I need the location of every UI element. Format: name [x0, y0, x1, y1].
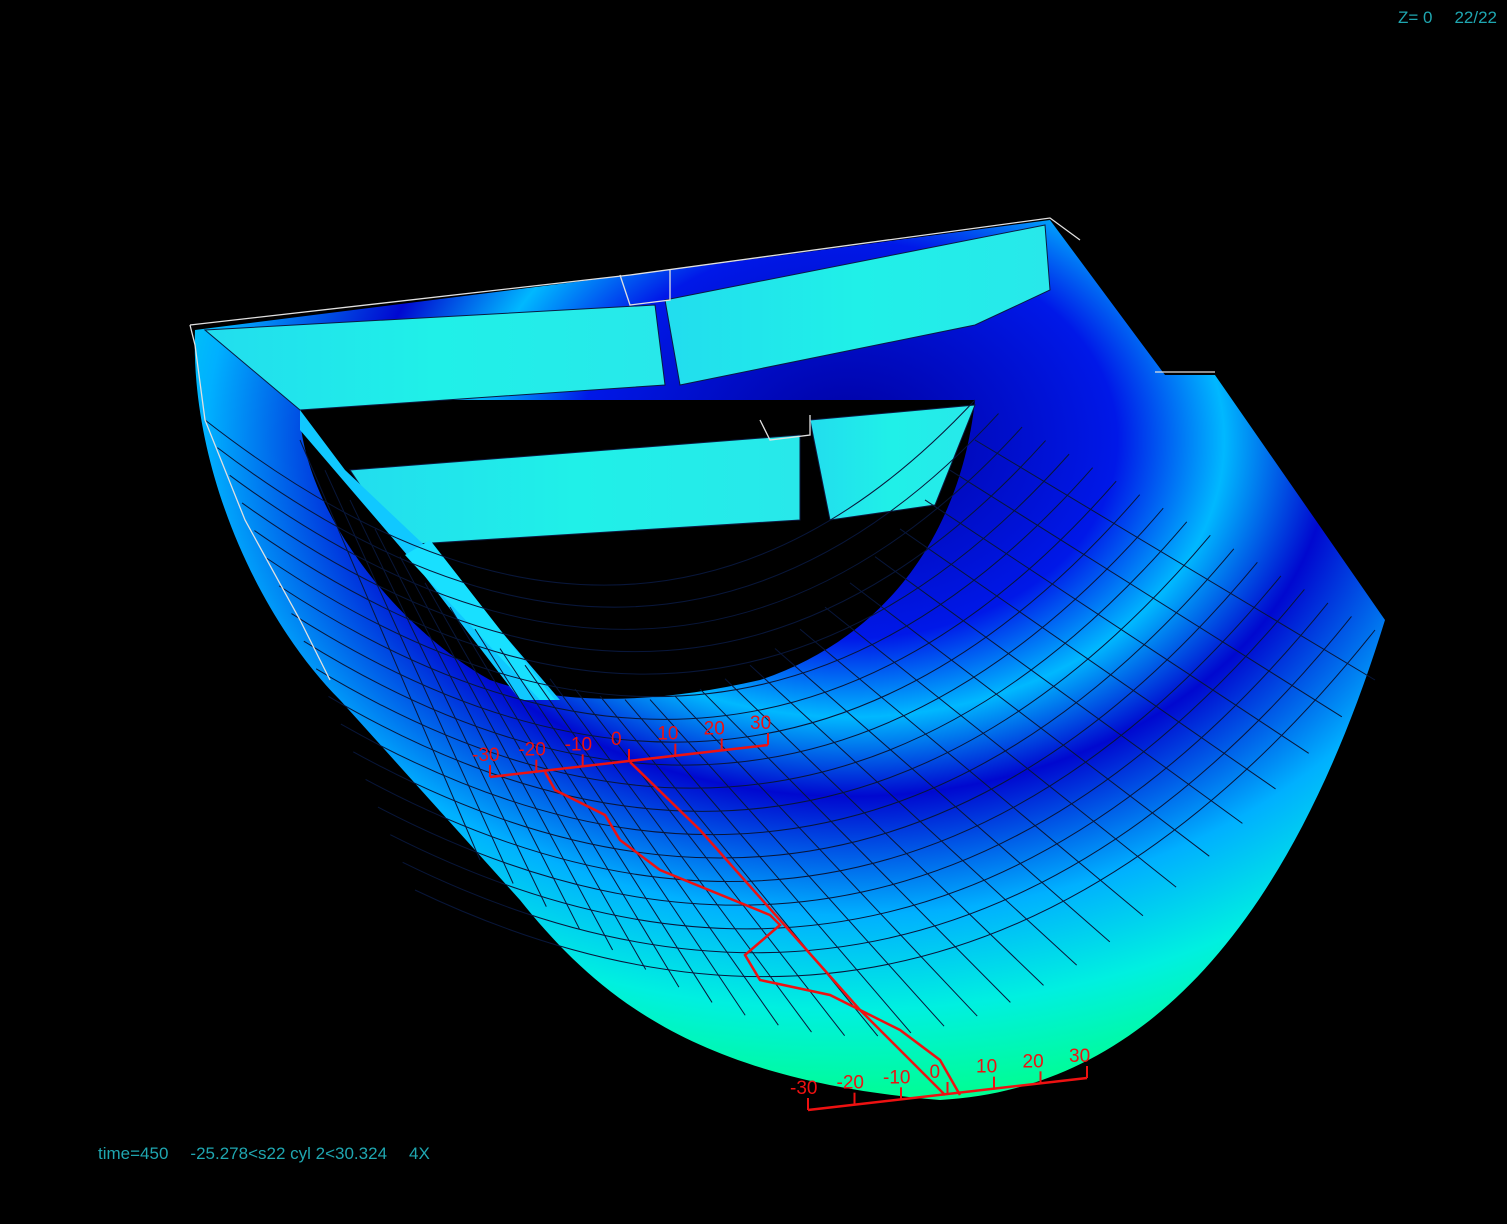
mesh-axial-line [874, 556, 1243, 824]
mesh-axial-line [799, 628, 1144, 917]
lower-scale-ticks: -30 -20 -10 0 10 20 30 [790, 1046, 1090, 1110]
mesh-axial-line [974, 439, 1376, 681]
mesh-axial-line [474, 628, 713, 1003]
mesh-ring-line [303, 507, 1164, 766]
stress-range-readout: -25.278<s22 cyl 2<30.324 [190, 1144, 388, 1163]
mesh-ring-line [266, 467, 1094, 698]
upper-scale-tick-label: -10 [565, 734, 592, 755]
mesh-axial-line [924, 499, 1309, 754]
mesh-ring-line [414, 629, 1376, 978]
mesh-axial-line [499, 648, 746, 1016]
upper-beam [203, 224, 1051, 411]
view-info: Z= 0 22/22 [1398, 8, 1497, 28]
mesh-ring-line [229, 426, 1023, 630]
undeformed-outline [189, 217, 1215, 681]
upper-scale-tick-label: -20 [518, 740, 545, 761]
upper-scale-tick-label: 10 [657, 724, 678, 745]
upper-scale-ticks: -30 -20 -10 0 10 20 30 [472, 713, 771, 777]
mesh-axial-line [524, 664, 779, 1026]
lower-scale-tick-label: -30 [790, 1078, 817, 1099]
mesh-axial-line [349, 499, 547, 907]
mesh-axial-line [399, 556, 614, 951]
mesh-ring-line [352, 562, 1258, 859]
mesh-axial-line [724, 678, 1044, 986]
mesh-axial-line [899, 528, 1276, 790]
mesh-axial-line [949, 469, 1343, 718]
lower-scale-tick-label: -10 [883, 1067, 910, 1088]
mesh-ring-line [365, 575, 1282, 882]
status-bar: time=450 -25.278<s22 cyl 2<30.324 4X [98, 1144, 452, 1164]
scale-readout: 4X [409, 1144, 430, 1163]
mesh-ring-line [254, 453, 1070, 675]
upper-scale-tick-label: 0 [611, 729, 622, 750]
mesh-ring-line [315, 521, 1188, 789]
mesh-axial-line [849, 582, 1210, 857]
mesh-axial-line [774, 648, 1111, 943]
mesh-axial-line [374, 528, 580, 930]
mesh-ring-line [402, 616, 1352, 954]
lower-scale-tick-label: 10 [976, 1057, 997, 1078]
lower-scale-tick-label: 30 [1069, 1046, 1090, 1067]
mesh-axial-line [299, 439, 481, 861]
mesh-axial-line [549, 678, 812, 1033]
mesh-ring-line [241, 440, 1046, 653]
lower-beam [300, 404, 976, 700]
upper-scale-tick-label: 30 [750, 713, 771, 734]
stress-curve-linear [629, 761, 946, 1096]
mesh-axial-line [424, 582, 647, 970]
time-readout: time=450 [98, 1144, 169, 1163]
mesh-axial-line [324, 469, 514, 884]
mesh-ring-line [340, 548, 1235, 836]
lower-scale-tick-label: 0 [930, 1062, 941, 1083]
frame-counter: 22/22 [1454, 8, 1497, 27]
stress-curve-measured [543, 771, 962, 1096]
lower-scale-tick-label: -20 [837, 1073, 864, 1094]
mesh-ring-line [328, 534, 1211, 812]
mesh-ring-line [204, 399, 976, 586]
mesh-axial-line [699, 688, 1011, 1003]
mesh-axial-line [574, 688, 846, 1037]
mesh-ring-line [217, 413, 999, 608]
mesh-axial-line [824, 606, 1177, 888]
upper-scale-tick-label: 20 [704, 718, 725, 739]
z-level-label: Z= 0 [1397, 8, 1433, 27]
upper-scale-tick-label: -30 [472, 745, 499, 766]
mesh-axial-line [449, 606, 680, 988]
mesh-axial-line [749, 664, 1078, 966]
mesh-ring-line [390, 602, 1329, 930]
mesh-ring-line [377, 589, 1305, 906]
lower-scale-tick-label: 20 [1023, 1051, 1044, 1072]
mesh-ring-line [278, 480, 1117, 720]
mesh-ring-line [291, 494, 1141, 743]
